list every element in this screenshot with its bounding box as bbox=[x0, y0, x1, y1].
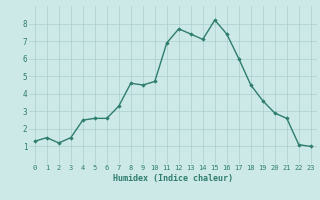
X-axis label: Humidex (Indice chaleur): Humidex (Indice chaleur) bbox=[113, 174, 233, 183]
